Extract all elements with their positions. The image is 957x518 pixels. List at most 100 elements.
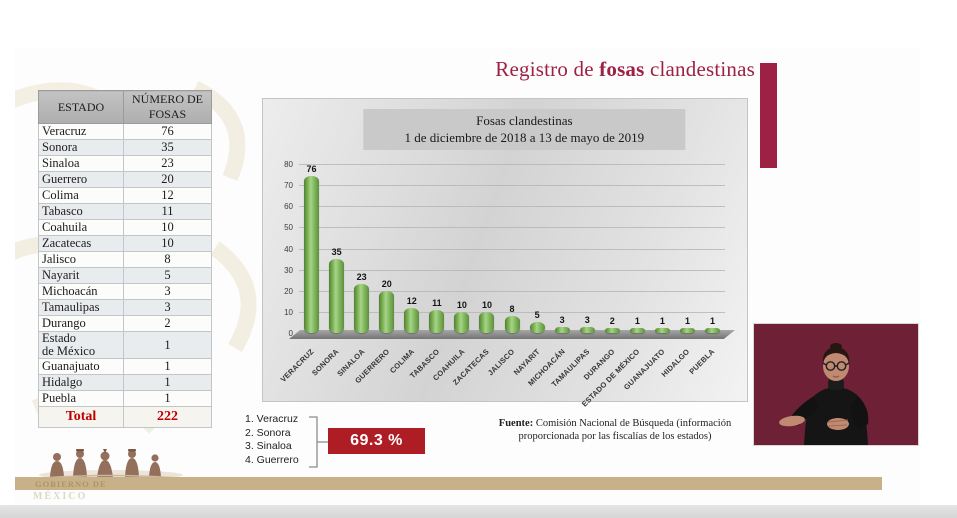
column-header-numero-de-fosas: NÚMERO DE FOSAS <box>123 90 212 124</box>
state-count-cell: 3 <box>123 299 212 316</box>
table-row: Coahuila 10 <box>38 219 212 236</box>
bar <box>379 290 395 333</box>
state-name-cell: Jalisco <box>38 251 124 268</box>
gridline <box>299 311 725 313</box>
state-name-cell: Nayarit <box>38 267 124 284</box>
bracket-connector <box>309 416 328 468</box>
bar <box>679 328 695 333</box>
bar-slot: 23 SINALOA <box>335 164 374 378</box>
state-count-cell: 12 <box>123 187 212 204</box>
historical-figures-illustration <box>39 449 183 480</box>
ranking-list-item: 3. Sinaloa <box>245 440 292 452</box>
gridline <box>299 269 725 271</box>
chart-subtitle: 1 de diciembre de 2018 a 13 de mayo de 2… <box>404 130 645 145</box>
state-table-body: Veracruz 76 Sonora 35 Sinaloa 23 Guerrero 20 Col… <box>38 123 212 429</box>
state-name-cell: Hidalgo <box>38 374 124 392</box>
state-name-cell: Tabasco <box>38 203 124 220</box>
footer-brand-ghost-text: MÉXICO <box>33 491 88 502</box>
state-name-cell: Colima <box>38 187 124 204</box>
source-line2: proporcionada por las fiscalías de los e… <box>518 431 712 442</box>
table-row: Sinaloa 23 <box>38 155 212 172</box>
bar <box>654 328 670 333</box>
table-row: Guanajuato 1 <box>38 358 212 376</box>
bar-slot: 10 COAHUILA <box>431 164 474 382</box>
bar-value-label: 20 <box>381 278 392 289</box>
state-count-cell: 76 <box>123 123 212 140</box>
table-row: Hidalgo 1 <box>38 374 212 392</box>
bar-slot: 10 ZACATECAS <box>451 164 499 387</box>
state-name-cell: Zacatecas <box>38 235 124 252</box>
bar <box>529 322 545 333</box>
source-line1: Comisión Nacional de Búsqueda (informaci… <box>533 418 732 429</box>
total-label-cell: Total <box>38 406 124 429</box>
state-count-cell: 1 <box>123 358 212 376</box>
bar-value-label: 23 <box>356 272 367 283</box>
bar <box>429 309 445 333</box>
bar <box>304 176 320 333</box>
bar-slot: 1 ESTADO DE MÉXICO <box>580 164 650 409</box>
gridline <box>299 290 725 292</box>
bar-value-label: 76 <box>306 164 317 174</box>
bar-value-label: 1 <box>634 316 640 326</box>
interpreter-figure <box>754 324 918 445</box>
bar <box>479 311 495 333</box>
state-name-cell: Sonora <box>38 139 124 156</box>
bottom-letterbox-strip <box>0 505 957 518</box>
bar-slot: 76 VERACRUZ <box>279 164 324 384</box>
column-header-estado: ESTADO <box>38 90 124 124</box>
table-row: Estado de México 1 <box>38 330 212 360</box>
table-row: Jalisco 8 <box>38 251 212 268</box>
bar <box>629 328 645 333</box>
bar-slot: 20 GUERRERO <box>353 164 399 385</box>
state-name-cell: Sinaloa <box>38 155 124 172</box>
bar-value-label: 3 <box>584 314 590 325</box>
chart-plot-area: 76 VERACRUZ 35 SONORA 23 SINALOA 20 GUERRERO 12 C… <box>279 164 725 409</box>
states-graves-table: ESTADO NÚMERO DE FOSAS Veracruz 76 Sonora 3… <box>38 90 212 429</box>
gridline <box>299 185 725 187</box>
table-row: Guerrero 20 <box>38 171 212 188</box>
bar <box>329 259 345 333</box>
bar-value-label: 11 <box>432 297 442 308</box>
x-axis-category-label: VERACRUZ <box>278 347 316 384</box>
table-row: Michoacán 3 <box>38 283 212 300</box>
bar-value-label: 3 <box>559 314 565 325</box>
source-label: Fuente: <box>498 418 534 429</box>
y-axis-tick-label: 80 <box>284 160 293 169</box>
state-name-cell: Puebla <box>38 390 124 408</box>
y-axis-tick-label: 30 <box>284 265 293 275</box>
table-row: Veracruz 76 <box>38 123 212 140</box>
chart-title-box: Fosas clandestinas 1 de diciembre de 201… <box>363 109 686 150</box>
presentation-slide: Registro de fosas clandestinas ESTADO NÚ… <box>15 48 920 505</box>
sign-language-interpreter-video <box>753 323 919 446</box>
page-title-highlight: fosas <box>599 57 645 81</box>
state-count-cell: 8 <box>123 251 212 268</box>
bar-slot: 1 GUANAJUATO <box>622 164 675 392</box>
bar <box>554 326 570 333</box>
state-count-cell: 5 <box>123 267 212 284</box>
ranking-list-item: 4. Guerrero <box>245 453 299 466</box>
bar-slot: 2 DURANGO <box>582 164 625 382</box>
bar-slot: 11 TABASCO <box>408 164 449 380</box>
bar <box>705 328 721 333</box>
bar-value-label: 10 <box>481 299 492 310</box>
y-axis-tick-label: 70 <box>284 181 293 191</box>
y-axis-tick-label: 0 <box>288 329 293 338</box>
bar-slot: 5 NAYARIT <box>512 164 550 377</box>
bar-value-label: 2 <box>609 316 615 326</box>
y-axis-tick-label: 40 <box>284 244 293 254</box>
state-count-cell: 10 <box>123 219 212 236</box>
footer-brand-text: GOBIERNO DE <box>35 478 107 489</box>
bar-value-label: 1 <box>659 316 665 326</box>
page-title: Registro de fosas clandestinas <box>435 57 755 82</box>
state-count-cell: 20 <box>123 171 212 188</box>
state-count-cell: 3 <box>123 283 212 300</box>
bar <box>404 307 420 333</box>
table-row: Colima 12 <box>38 187 212 204</box>
bar-slot: 3 MICHOACÁN <box>526 164 575 388</box>
source-note: Fuente: Comisión Nacional de Búsqueda (i… <box>475 417 755 443</box>
bar-value-label: 1 <box>684 316 690 326</box>
bar <box>604 328 620 333</box>
top-states-list: 1. Veracruz 2. Sonora 3. Sinaloa 4. Guerrer… <box>245 413 299 467</box>
table-row: Sonora 35 <box>38 139 212 156</box>
